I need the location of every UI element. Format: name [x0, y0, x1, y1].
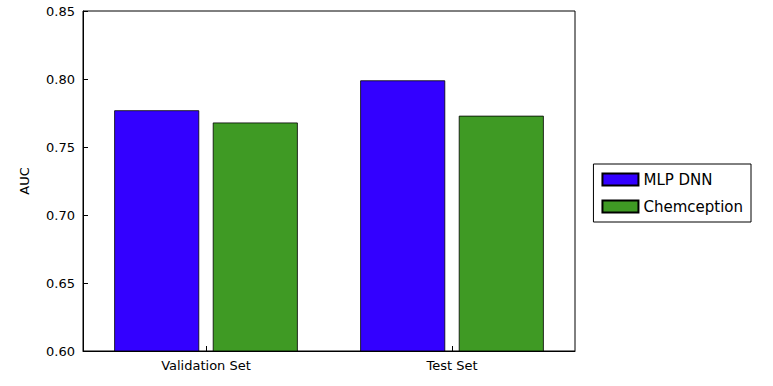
svg-text:AUC: AUC: [17, 167, 32, 195]
svg-text:MLP DNN: MLP DNN: [643, 171, 712, 189]
svg-text:Validation Set: Validation Set: [161, 358, 251, 373]
svg-text:0.75: 0.75: [46, 140, 75, 155]
svg-text:0.60: 0.60: [46, 344, 75, 359]
svg-text:0.80: 0.80: [46, 72, 75, 87]
svg-text:0.85: 0.85: [46, 4, 75, 19]
svg-text:0.70: 0.70: [46, 208, 75, 223]
svg-text:Chemception: Chemception: [643, 198, 743, 216]
svg-text:Test Set: Test Set: [425, 358, 477, 373]
svg-text:0.65: 0.65: [46, 276, 75, 291]
